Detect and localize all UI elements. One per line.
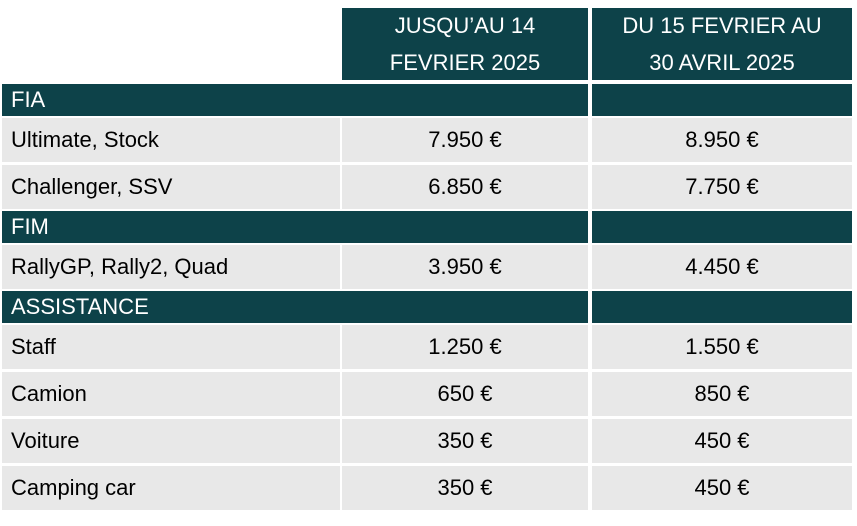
row-label: Staff [2,325,340,369]
price: 1.250 € [342,325,588,369]
row-label: Ultimate, Stock [2,118,340,162]
column-header: DU 15 FEVRIER AU 30 AVRIL 2025 [592,8,852,80]
price: 1.550 € [592,325,852,369]
section-header: FIA [2,84,588,116]
price: 450 € [592,419,852,463]
row-label: Challenger, SSV [2,165,340,209]
price: 850 € [592,372,852,416]
row-label: RallyGP, Rally2, Quad [2,245,340,289]
price: 7.950 € [342,118,588,162]
row-label: Camping car [2,466,340,510]
section-header-blank [592,211,852,243]
price: 8.950 € [592,118,852,162]
price: 350 € [342,419,588,463]
row-label: Camion [2,372,340,416]
price: 650 € [342,372,588,416]
price: 450 € [592,466,852,510]
price: 7.750 € [592,165,852,209]
price: 350 € [342,466,588,510]
price: 6.850 € [342,165,588,209]
price: 4.450 € [592,245,852,289]
section-header: FIM [2,211,588,243]
section-header: ASSISTANCE [2,291,588,323]
column-header: JUSQU’AU 14 FEVRIER 2025 [342,8,588,80]
row-label: Voiture [2,419,340,463]
price: 3.950 € [342,245,588,289]
section-header-blank [592,291,852,323]
section-header-blank [592,84,852,116]
